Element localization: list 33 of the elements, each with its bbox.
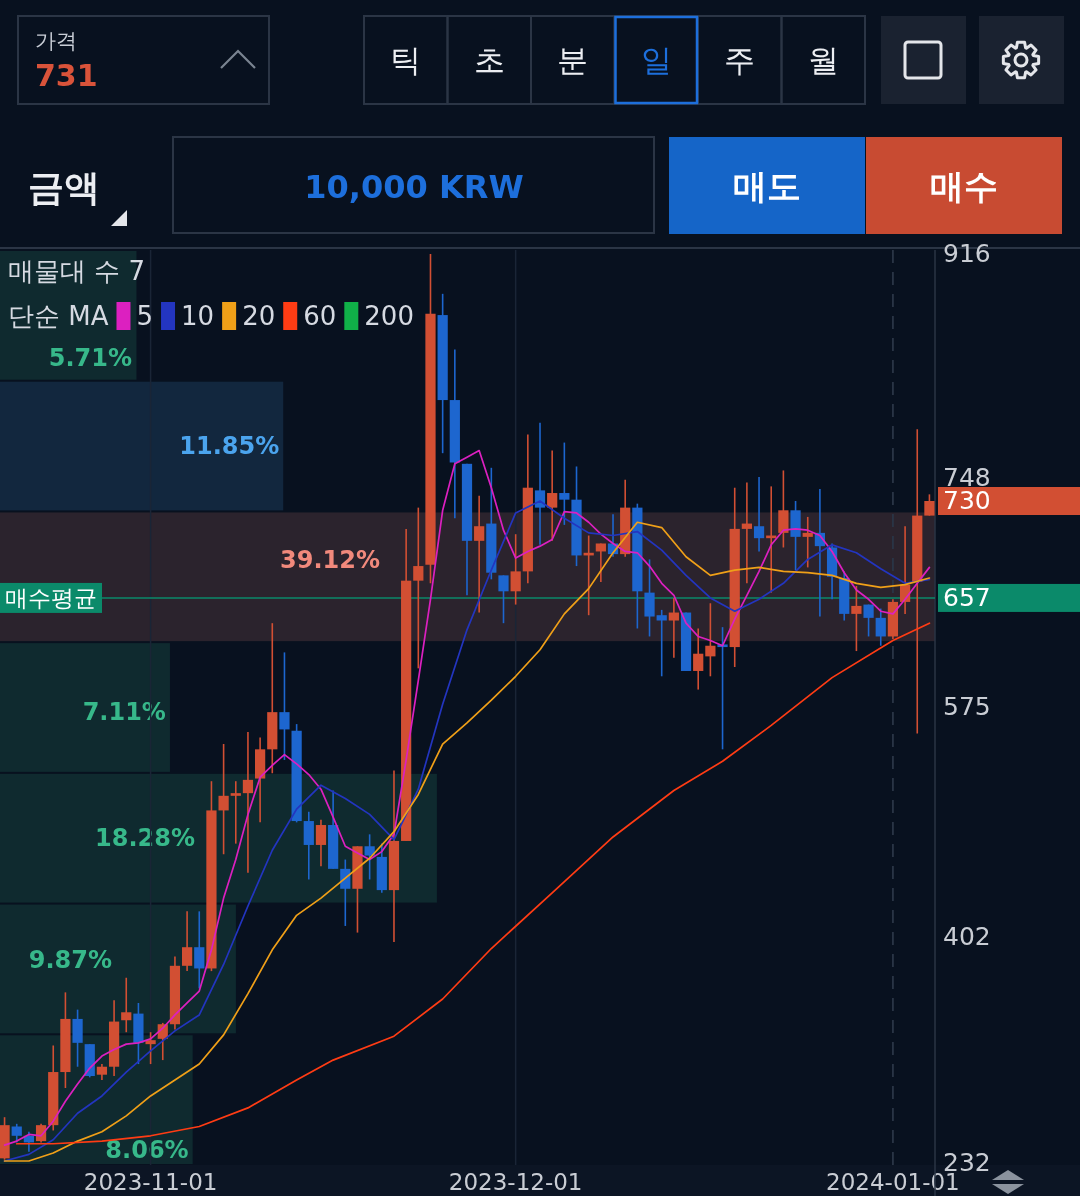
data-label: 8.06% <box>105 1136 189 1164</box>
x-tick-label: 2023-12-01 <box>448 1169 583 1195</box>
text: 분 <box>557 42 589 78</box>
data-label: 5.71% <box>48 344 132 372</box>
legend-label: 20 <box>242 301 276 331</box>
legend-label: 5 <box>136 301 154 331</box>
data-label: 39.12% <box>280 546 380 574</box>
data-label: 18.28% <box>95 824 195 852</box>
text: 가격 <box>35 29 77 53</box>
legend-label: 10 <box>181 301 215 331</box>
chart-title: 매물대 수 7 <box>8 256 146 286</box>
ref-line-label: 매수평균 <box>5 584 97 611</box>
data-label: 9.87% <box>28 946 112 974</box>
y-tick-label: 575 <box>943 692 991 722</box>
text: 초 <box>473 42 505 78</box>
y-tick-label: 657 <box>943 583 991 613</box>
legend-label: 60 <box>303 301 337 331</box>
y-tick-label: 916 <box>943 239 991 269</box>
text: 금액 <box>28 166 100 208</box>
y-tick-label: 402 <box>943 922 991 952</box>
text: 매도 <box>733 166 801 206</box>
text: 매수 <box>930 166 998 206</box>
text: 일 <box>640 42 672 78</box>
data-label: 7.11% <box>82 698 166 726</box>
text: 월 <box>807 42 839 78</box>
text: 10,000 KRW <box>304 168 524 206</box>
x-tick-label: 2023-11-01 <box>83 1169 218 1195</box>
legend-title: 단순 MA <box>8 301 109 331</box>
text: 731 <box>35 57 98 93</box>
text: 틱 <box>390 42 422 78</box>
legend-label: 200 <box>364 301 414 331</box>
text: 주 <box>724 42 756 78</box>
data-label: 11.85% <box>179 432 280 460</box>
